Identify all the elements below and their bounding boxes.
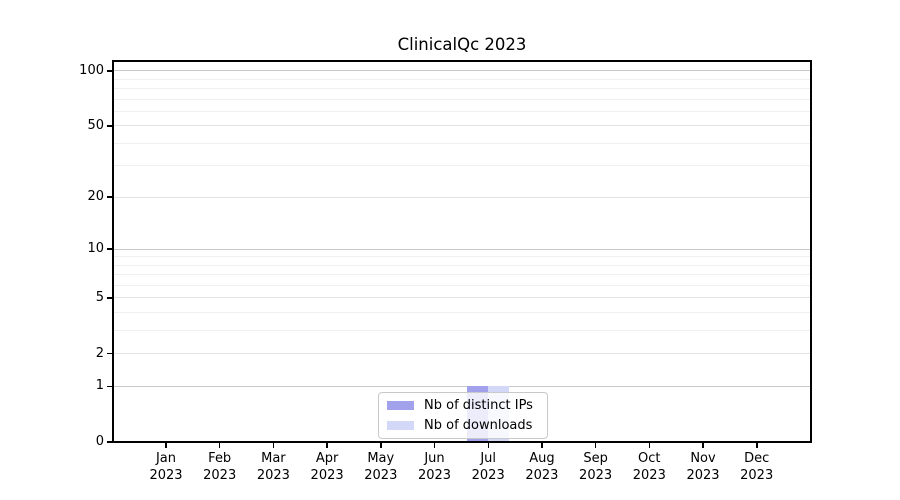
- x-tick-mark: [218, 442, 221, 448]
- legend-swatch-series0: [387, 401, 414, 410]
- y-tick-label: 0: [95, 434, 104, 449]
- x-tick-year: 2023: [149, 467, 183, 483]
- x-tick-month: Jul: [480, 451, 497, 466]
- legend-swatch-series1: [387, 421, 414, 430]
- legend-item: Nb of distinct IPs: [387, 397, 539, 414]
- y-tick-label: 20: [87, 189, 104, 205]
- y-tick-mark: [107, 125, 113, 127]
- gridline: [114, 248, 810, 250]
- x-tick-month: Feb: [208, 451, 232, 466]
- y-tick-label: 100: [79, 62, 104, 78]
- gridline: [114, 165, 810, 167]
- gridline: [114, 110, 810, 112]
- x-tick-label: Mar 2023: [243, 451, 303, 484]
- x-tick-label: Feb 2023: [190, 451, 250, 484]
- gridline: [114, 330, 810, 331]
- legend: Nb of distinct IPs Nb of downloads: [378, 392, 548, 439]
- x-tick-label: Oct 2023: [619, 451, 679, 484]
- x-tick-mark: [756, 442, 758, 448]
- x-tick-mark: [380, 442, 382, 448]
- x-tick-year: 2023: [632, 467, 666, 483]
- x-tick-label: Jul 2023: [458, 451, 518, 484]
- x-tick-mark: [648, 442, 650, 448]
- x-tick-month: Jan: [155, 451, 177, 466]
- gridline: [114, 70, 810, 72]
- gridline: [114, 385, 810, 387]
- y-tick-mark: [107, 441, 113, 443]
- x-tick-year: 2023: [310, 467, 344, 483]
- legend-label: Nb of distinct IPs: [424, 398, 533, 413]
- x-tick-year: 2023: [579, 467, 613, 483]
- x-tick-label: Jan 2023: [136, 451, 196, 484]
- gridline: [114, 297, 810, 299]
- x-tick-label: Aug 2023: [512, 451, 572, 484]
- gridline: [114, 256, 810, 258]
- gridline: [114, 274, 810, 276]
- x-tick-mark: [433, 442, 436, 448]
- x-tick-month: Mar: [261, 451, 286, 466]
- chart-title: ClinicalQc 2023: [397, 35, 527, 54]
- gridline: [114, 312, 810, 313]
- x-tick-month: Oct: [638, 451, 661, 466]
- y-tick-mark: [107, 70, 113, 72]
- x-tick-mark: [326, 442, 328, 448]
- y-tick-mark: [107, 297, 113, 299]
- gridline: [114, 285, 810, 286]
- y-tick-mark: [107, 385, 113, 387]
- y-tick-label: 2: [95, 345, 104, 361]
- gridline: [114, 142, 810, 144]
- y-tick-mark: [107, 248, 113, 250]
- x-tick-label: Dec 2023: [727, 451, 787, 484]
- x-tick-month: Dec: [744, 451, 770, 466]
- x-tick-month: Sep: [583, 451, 608, 466]
- x-tick-month: May: [367, 451, 395, 466]
- x-tick-mark: [165, 442, 167, 448]
- y-tick-mark: [107, 196, 113, 198]
- x-tick-month: Nov: [690, 451, 716, 466]
- y-tick-label: 5: [95, 289, 104, 305]
- gridline: [114, 98, 810, 100]
- x-tick-mark: [594, 442, 597, 448]
- x-tick-year: 2023: [525, 467, 559, 483]
- gridline: [114, 196, 810, 198]
- gridline: [114, 125, 810, 127]
- y-tick-label: 1: [95, 378, 104, 394]
- x-tick-year: 2023: [740, 467, 774, 483]
- legend-item: Nb of downloads: [387, 417, 539, 434]
- gridline: [114, 88, 810, 89]
- x-tick-mark: [487, 442, 489, 448]
- legend-label: Nb of downloads: [424, 418, 533, 433]
- gridline: [114, 78, 810, 80]
- x-tick-mark: [272, 442, 275, 448]
- x-tick-year: 2023: [203, 467, 237, 483]
- x-tick-month: Aug: [529, 451, 555, 466]
- x-tick-month: Apr: [315, 451, 339, 466]
- x-tick-year: 2023: [417, 467, 452, 483]
- gridline: [114, 353, 810, 355]
- x-tick-label: Apr 2023: [297, 451, 357, 484]
- x-tick-month: Jun: [424, 451, 445, 466]
- gridline: [114, 264, 810, 266]
- x-tick-year: 2023: [364, 467, 398, 483]
- x-tick-year: 2023: [686, 467, 720, 483]
- x-tick-label: Nov 2023: [673, 451, 733, 484]
- y-tick-label: 50: [87, 117, 104, 133]
- y-tick-mark: [107, 352, 113, 355]
- x-tick-mark: [702, 442, 704, 448]
- x-tick-year: 2023: [256, 467, 290, 483]
- x-tick-label: Jun 2023: [405, 451, 465, 484]
- x-tick-mark: [541, 442, 543, 448]
- x-tick-year: 2023: [471, 467, 505, 483]
- x-tick-label: May 2023: [351, 451, 411, 484]
- x-tick-label: Sep 2023: [566, 451, 626, 484]
- y-tick-label: 10: [87, 241, 104, 257]
